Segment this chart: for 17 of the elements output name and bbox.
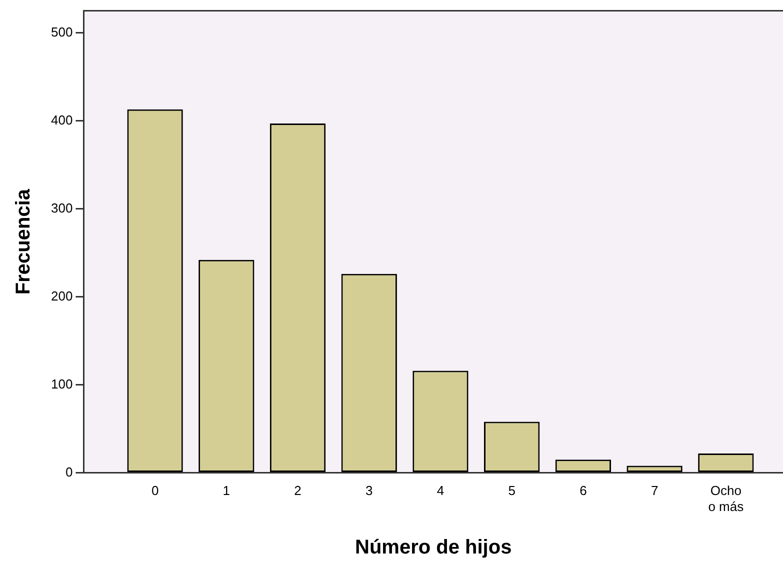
y-tick-label: 300 [50,200,73,216]
x-tick-label: 7 [650,483,658,498]
x-axis-title: Número de hijos [354,536,512,559]
x-tick-label: 4 [436,483,444,498]
x-tick-label: 3 [366,483,373,498]
x-tick-label: 1 [222,483,230,498]
y-tick-label: 400 [50,112,73,128]
y-axis-title: Frecuencia [12,188,35,295]
y-tick-label: 500 [50,24,73,40]
x-tick-label: 2 [294,483,302,498]
x-tick-label: 5 [508,483,516,498]
x-tick-label: 0 [151,483,159,498]
y-tick-label: 100 [50,376,73,392]
x-tick-label: 6 [580,483,587,498]
y-tick-label: 200 [50,288,73,304]
y-tick-label: 0 [65,464,73,480]
x-tick-label: Ocho o más [708,483,744,514]
